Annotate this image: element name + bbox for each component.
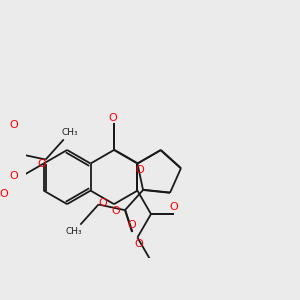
Text: O: O <box>108 112 117 122</box>
Text: O: O <box>37 159 46 169</box>
Text: O: O <box>136 165 145 175</box>
Text: O: O <box>111 206 120 216</box>
Text: CH₃: CH₃ <box>62 128 78 137</box>
Text: O: O <box>98 198 107 208</box>
Text: O: O <box>134 239 143 249</box>
Text: CH₃: CH₃ <box>66 227 82 236</box>
Text: O: O <box>9 120 18 130</box>
Text: O: O <box>128 220 136 230</box>
Text: O: O <box>169 202 178 212</box>
Text: O: O <box>9 171 18 181</box>
Text: O: O <box>0 189 8 199</box>
